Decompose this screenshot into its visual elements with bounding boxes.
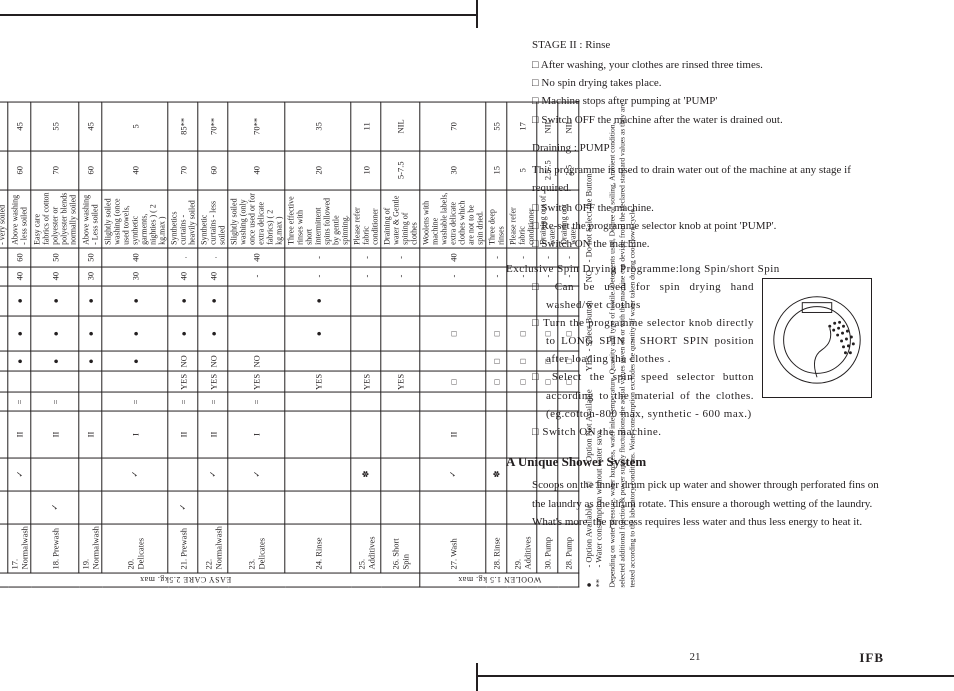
page-container: CAPACITY PROGRAMME SELECTION CHART DETER… [38, 18, 954, 672]
stage2-head: STAGE II : Rinse [532, 36, 884, 54]
shower-text: Scoops on the inner drum pick up water a… [532, 476, 884, 530]
bullet-item: Turn the programme selector knob directl… [532, 314, 754, 368]
bullet-item: Select the spin speed selector button ac… [532, 368, 754, 422]
exclusive-head: Exclusive Spin Drying Programme:long Spi… [506, 260, 884, 278]
bullet-item: Switch OFF the machine after the water i… [532, 111, 884, 129]
bullet-item: Switch OFF the machine. [532, 199, 884, 217]
bullet-item: Can be used for spin drying hand washed/… [532, 278, 754, 314]
shower-head: A Unique Shower System [506, 451, 884, 472]
right-page: STAGE II : Rinse After washing, your clo… [476, 18, 914, 672]
ifb-logo: IFB [859, 647, 884, 668]
bullet-item: No spin drying takes place. [532, 74, 884, 92]
drain-text: This programme is used to drain water ou… [532, 161, 884, 197]
bullet-item: Machine stops after pumping at 'PUMP' [532, 92, 884, 110]
bullet-item: Re-set the programme selector knob at po… [532, 217, 884, 235]
left-page: CAPACITY PROGRAMME SELECTION CHART DETER… [38, 18, 476, 672]
bullet-item: Switch ON the machine. [532, 235, 884, 253]
drum-diagram [762, 278, 872, 398]
page-number: 21 [690, 648, 701, 666]
bullet-item: After washing, your clothes are rinsed t… [532, 56, 884, 74]
bullet-item: Switch ON the machine. [532, 423, 754, 441]
drain-head: Draining : PUMP [532, 139, 884, 157]
